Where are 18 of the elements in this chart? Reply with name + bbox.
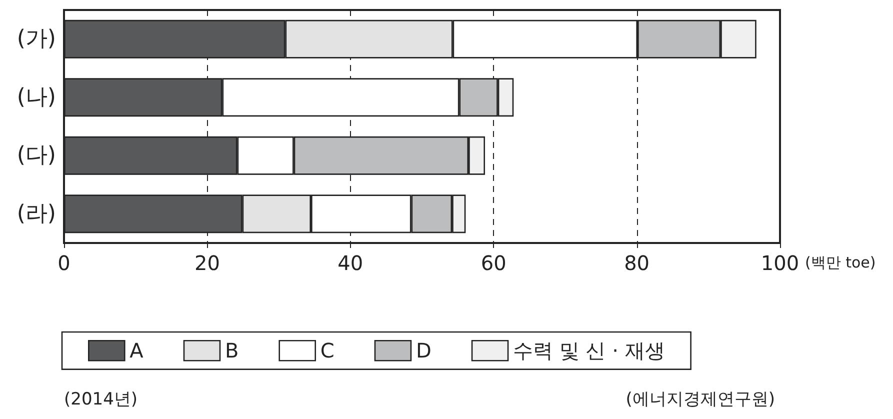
- legend-label: A: [130, 338, 144, 363]
- x-tick-label: 100: [760, 251, 800, 275]
- legend-label: 수력 및 신 · 재생: [513, 338, 665, 363]
- x-tick-label: 60: [480, 251, 506, 275]
- text: (2014년): [64, 390, 138, 410]
- text: (에너지경제연구원): [626, 390, 775, 410]
- x-axis-title: (백만 toe): [804, 254, 876, 272]
- y-tick-label: (나): [16, 84, 56, 110]
- y-tick-label: (가): [16, 26, 56, 52]
- x-tick-label: 80: [624, 251, 650, 275]
- legend-label: C: [320, 338, 334, 363]
- y-tick-label: (라): [16, 201, 56, 226]
- x-tick-label: 0: [58, 251, 70, 275]
- x-tick-label: 40: [338, 251, 364, 275]
- x-tick-label: 20: [194, 251, 220, 275]
- legend-label: B: [224, 338, 239, 363]
- y-tick-label: (다): [16, 143, 56, 168]
- legend-label: D: [416, 338, 432, 363]
